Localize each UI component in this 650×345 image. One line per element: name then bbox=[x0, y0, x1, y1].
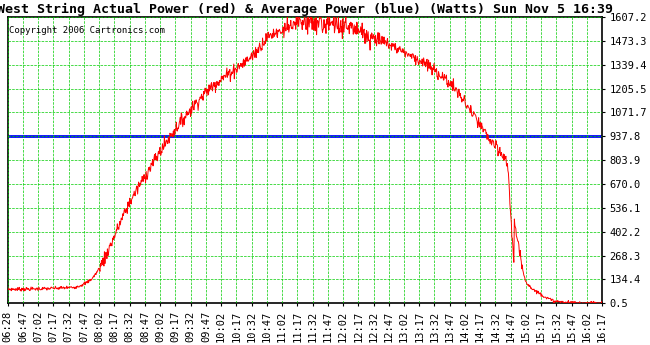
Text: Copyright 2006 Cartronics.com: Copyright 2006 Cartronics.com bbox=[9, 26, 165, 34]
Title: West String Actual Power (red) & Average Power (blue) (Watts) Sun Nov 5 16:39: West String Actual Power (red) & Average… bbox=[0, 3, 613, 16]
